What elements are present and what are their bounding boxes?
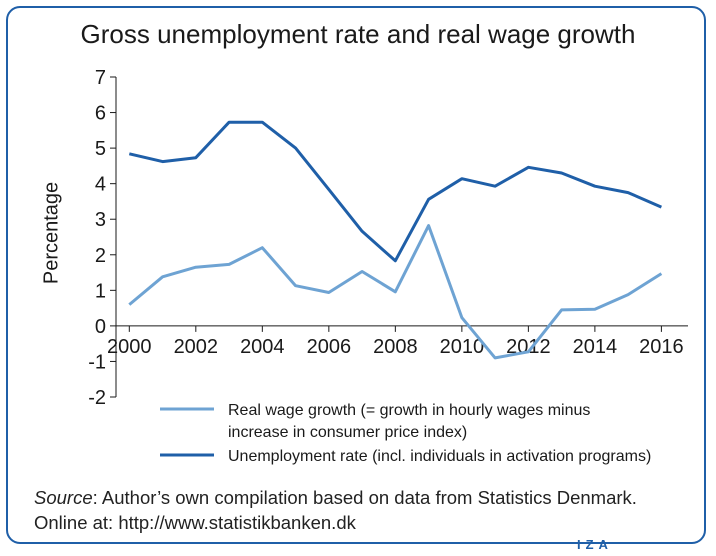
x-tick-label: 2000: [107, 336, 152, 358]
source-note: Source: Author’s own compilation based o…: [34, 485, 674, 535]
x-tick-label: 2014: [573, 336, 618, 358]
x-tick-label: 2010: [440, 336, 485, 358]
series-line-2: [128, 120, 662, 263]
x-tick-label: 2006: [307, 336, 352, 358]
y-tick-label: -2: [88, 387, 106, 409]
y-axis-label: Percentage: [40, 182, 62, 284]
iza-logo: IZA: [577, 537, 613, 552]
x-tick-label: 2008: [373, 336, 418, 358]
y-tick-label: 0: [95, 316, 106, 338]
y-tick-label: -1: [88, 351, 106, 373]
series-line-1: [128, 224, 663, 360]
y-tick-label: 5: [95, 138, 106, 160]
x-tick-label: 2004: [240, 336, 285, 358]
legend-label-1: increase in consumer price index): [228, 424, 467, 441]
x-tick-label: 2016: [639, 336, 684, 358]
x-tick-label: 2002: [174, 336, 219, 358]
chart-title: Gross unemployment rate and real wage gr…: [80, 19, 636, 49]
source-text: : Author’s own compilation based on data…: [34, 487, 637, 533]
y-tick-label: 3: [95, 209, 106, 231]
y-tick-label: 6: [95, 103, 106, 125]
source-label: Source: [34, 487, 93, 508]
y-tick-label: 7: [95, 67, 106, 89]
y-tick-label: 4: [95, 174, 106, 196]
legend-label-1: Real wage growth (= growth in hourly wag…: [228, 402, 590, 419]
y-tick-label: 1: [95, 280, 106, 302]
legend-label-2: Unemployment rate (incl. individuals in …: [228, 448, 651, 465]
y-tick-label: 2: [95, 245, 106, 267]
